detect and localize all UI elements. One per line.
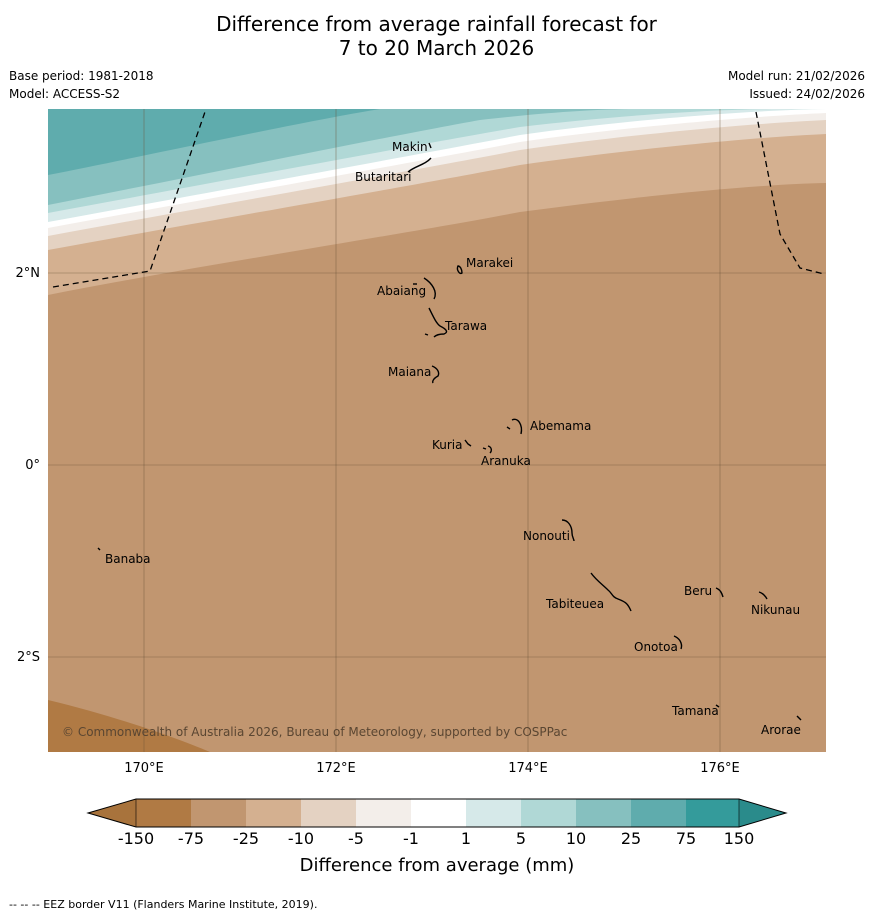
marakei-outline <box>456 265 463 275</box>
banaba-outline <box>97 547 101 551</box>
maiana-outline <box>431 365 440 384</box>
label-tarawa: Tarawa <box>444 319 487 333</box>
meta-right: Model run: 21/02/2026 Issued: 24/02/2026 <box>728 67 865 103</box>
lat-label-2s: 2°S <box>17 650 40 665</box>
colorbar-swatch-p25-75 <box>631 799 686 827</box>
eez-source-note: -- -- -- EEZ border V11 (Flanders Marine… <box>9 898 318 911</box>
label-banaba: Banaba <box>105 552 151 566</box>
eez-borders <box>52 108 825 288</box>
rainfall-field <box>48 109 826 752</box>
onotoa-outline <box>673 635 683 650</box>
arorae-outline <box>796 715 802 721</box>
tabiteuea-outline <box>590 572 632 612</box>
nikunau-outline <box>758 591 768 600</box>
colorbar-swatch-m75-m25 <box>191 799 246 827</box>
label-nikunau: Nikunau <box>751 603 800 617</box>
eez-border-west <box>52 108 207 288</box>
makin-outline <box>428 142 432 149</box>
band-p25-75 <box>48 109 380 175</box>
colorbar <box>86 798 788 828</box>
label-maiana: Maiana <box>388 365 431 379</box>
eez-border-east <box>755 111 825 275</box>
label-aranuka: Aranuka <box>481 454 531 468</box>
tamana-outline <box>715 704 720 708</box>
label-marakei: Marakei <box>466 256 513 270</box>
aranuka-outline <box>482 445 492 454</box>
label-beru: Beru <box>684 584 712 598</box>
base-period: Base period: 1981-2018 <box>9 69 154 83</box>
copyright-notice: © Commonwealth of Australia 2026, Bureau… <box>62 725 567 739</box>
abemama-islet <box>506 426 511 430</box>
colorbar-title: Difference from average (mm) <box>300 855 575 876</box>
lon-label-174: 174°E <box>508 761 548 776</box>
cb-tick-label: 75 <box>676 829 696 848</box>
colorbar-swatch-m25-m10 <box>246 799 301 827</box>
lat-label-0: 0° <box>25 458 40 473</box>
cb-tick-label: -75 <box>178 829 204 848</box>
island-labels: Makin Butaritari Marakei Abaiang Tarawa … <box>105 140 801 737</box>
nonouti-outline <box>561 519 575 542</box>
label-makin: Makin <box>392 140 428 154</box>
cb-tick-label: 10 <box>566 829 586 848</box>
colorbar-extend-high <box>739 799 786 827</box>
label-nonouti: Nonouti <box>523 529 570 543</box>
cb-tick-label: 25 <box>621 829 641 848</box>
model-name: Model: ACCESS-S2 <box>9 87 121 101</box>
butaritari-outline <box>407 157 432 173</box>
band-m150-m75 <box>48 700 210 752</box>
tarawa-islet <box>424 333 429 336</box>
kuria-outline <box>464 439 472 447</box>
cb-tick-label: 1 <box>461 829 471 848</box>
abemama-outline <box>511 418 523 435</box>
cb-tick-label: -10 <box>288 829 314 848</box>
colorbar-swatch-m1-1 <box>411 799 466 827</box>
island-outlines <box>97 142 802 721</box>
lat-label-2n: 2°N <box>16 266 41 281</box>
abaiang-outline <box>423 277 436 300</box>
cb-tick-label: 5 <box>516 829 526 848</box>
label-abemama: Abemama <box>530 419 591 433</box>
chart-title: Difference from average rainfall forecas… <box>0 12 873 60</box>
label-arorae: Arorae <box>761 723 801 737</box>
graticule <box>48 109 826 752</box>
meta-left: Base period: 1981-2018 Model: ACCESS-S2 <box>9 67 154 103</box>
colorbar-dividers <box>135 799 740 827</box>
lon-label-170: 170°E <box>124 761 164 776</box>
label-butaritari: Butaritari <box>355 170 412 184</box>
label-tamana: Tamana <box>671 704 719 718</box>
label-tabiteuea: Tabiteuea <box>545 597 604 611</box>
colorbar-swatch-m10-m5 <box>301 799 356 827</box>
label-kuria: Kuria <box>432 438 463 452</box>
label-onotoa: Onotoa <box>634 640 678 654</box>
cb-tick-label: -1 <box>403 829 419 848</box>
colorbar-swatch-p5-10 <box>521 799 576 827</box>
cb-tick-label: 150 <box>724 829 755 848</box>
lon-label-176: 176°E <box>700 761 740 776</box>
colorbar-tick-labels: -150 -75 -25 -10 -5 -1 1 5 10 25 75 150 <box>118 829 754 848</box>
title-line-2: 7 to 20 March 2026 <box>338 36 535 60</box>
colorbar-swatch-p10-25 <box>576 799 631 827</box>
issued-date: Issued: 24/02/2026 <box>749 87 865 101</box>
tarawa-outline <box>428 307 448 338</box>
colorbar-swatch-m150-m75 <box>136 799 191 827</box>
colorbar-swatch-m5-m1 <box>356 799 411 827</box>
model-run: Model run: 21/02/2026 <box>727 69 865 83</box>
cb-tick-label: -150 <box>118 829 154 848</box>
beru-outline <box>715 587 724 598</box>
cb-tick-label: -25 <box>233 829 259 848</box>
cb-tick-label: -5 <box>348 829 364 848</box>
title-line-1: Difference from average rainfall forecas… <box>216 12 657 36</box>
colorbar-extend-low <box>88 799 136 827</box>
label-abaiang: Abaiang <box>377 284 426 298</box>
lon-label-172: 172°E <box>316 761 356 776</box>
colorbar-swatch-p75-150 <box>686 799 739 827</box>
colorbar-swatch-p1-5 <box>466 799 521 827</box>
axis-tick-labels: 170°E 172°E 174°E 176°E 2°N 0° 2°S <box>16 266 740 776</box>
